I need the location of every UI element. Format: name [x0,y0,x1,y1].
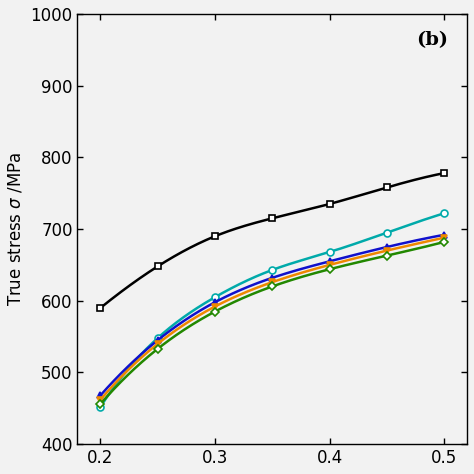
Y-axis label: True stress $\sigma$ /MPa: True stress $\sigma$ /MPa [7,152,25,306]
Text: (b): (b) [417,31,448,49]
